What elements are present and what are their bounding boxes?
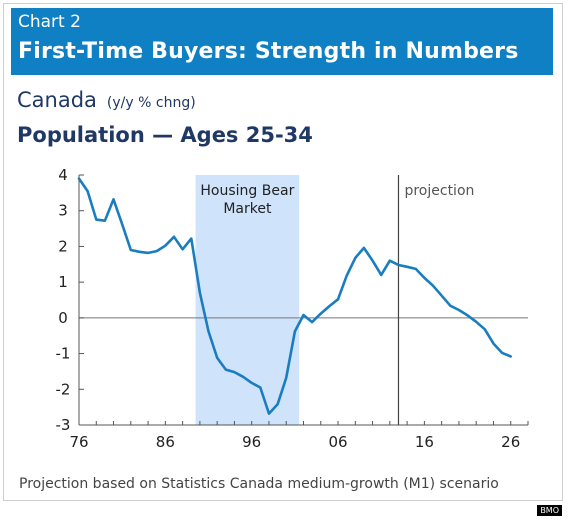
shaded-region-label-line1: Housing Bear bbox=[200, 183, 294, 199]
chart-header: Chart 2 First-Time Buyers: Strength in N… bbox=[11, 8, 553, 75]
x-tick-label: 96 bbox=[242, 433, 261, 451]
y-tick-label: -1 bbox=[56, 345, 71, 363]
chart-subtitle: Canada (y/y % chng) bbox=[17, 88, 196, 112]
shaded-region-label-line2: Market bbox=[223, 201, 272, 217]
y-tick-label: 2 bbox=[58, 237, 68, 255]
footnote: Projection based on Statistics Canada me… bbox=[19, 476, 499, 492]
chart-number: Chart 2 bbox=[18, 12, 81, 32]
x-tick-label: 16 bbox=[415, 433, 434, 451]
unit-label: (y/y % chng) bbox=[106, 95, 196, 111]
housing-bear-market-region bbox=[195, 175, 300, 425]
region-label: Canada bbox=[17, 88, 97, 112]
y-tick-label: 1 bbox=[58, 273, 68, 291]
y-tick-label: -3 bbox=[56, 416, 71, 434]
x-tick-label: 26 bbox=[501, 433, 520, 451]
x-tick-label: 86 bbox=[156, 433, 175, 451]
y-tick-label: -2 bbox=[56, 380, 71, 398]
x-tick-label: 06 bbox=[328, 433, 347, 451]
series-title: Population — Ages 25-34 bbox=[17, 123, 313, 147]
population-series-line bbox=[77, 177, 512, 415]
y-tick-label: 4 bbox=[58, 166, 68, 184]
y-tick-label: 0 bbox=[58, 309, 68, 327]
chart-title: First-Time Buyers: Strength in Numbers bbox=[18, 39, 519, 64]
y-tick-label: 3 bbox=[58, 202, 68, 220]
projection-label: projection bbox=[404, 183, 474, 199]
x-tick-label: 76 bbox=[69, 433, 88, 451]
source-badge: BMO bbox=[537, 505, 562, 516]
